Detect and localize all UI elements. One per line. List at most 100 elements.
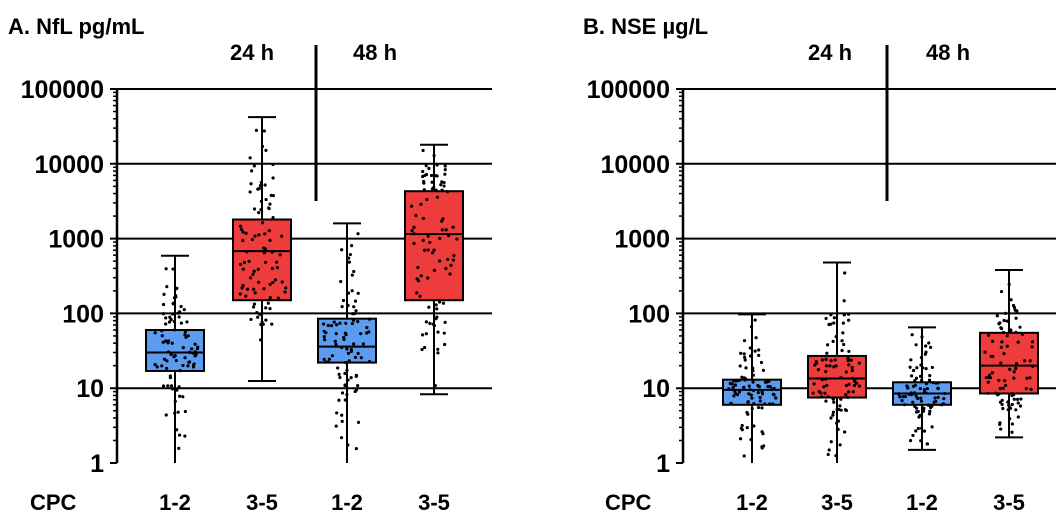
data-point <box>836 427 840 431</box>
data-point <box>183 330 188 334</box>
plot-area-nfl: 1 10 100 1000 10000 100000 1-2 3-5 1-2 3-5 <box>21 45 492 515</box>
data-point <box>168 315 172 319</box>
data-point <box>774 396 778 400</box>
data-point <box>936 386 940 391</box>
data-point <box>259 208 263 212</box>
data-point <box>826 452 830 457</box>
data-point <box>278 253 282 257</box>
data-point <box>771 402 775 406</box>
x-category-label: 1-2 <box>736 490 768 515</box>
data-point <box>321 322 326 326</box>
data-point <box>771 392 775 396</box>
data-point <box>919 355 924 360</box>
y-tick-label: 1 <box>656 450 670 478</box>
data-point <box>737 378 741 383</box>
data-point <box>733 389 737 394</box>
data-point <box>1015 362 1019 366</box>
data-point <box>910 333 914 337</box>
data-point <box>188 350 192 354</box>
data-point <box>762 444 766 448</box>
data-point <box>442 331 446 335</box>
data-point <box>270 322 274 326</box>
data-point <box>428 321 432 325</box>
data-point <box>268 296 272 300</box>
data-point <box>841 331 845 335</box>
data-point <box>1006 408 1010 412</box>
data-point <box>254 128 259 133</box>
data-point <box>179 304 183 309</box>
data-point <box>250 237 254 242</box>
data-point <box>756 383 760 388</box>
data-point <box>913 379 917 383</box>
data-point <box>335 411 339 415</box>
data-point <box>1031 364 1035 368</box>
data-point <box>164 413 168 417</box>
data-point <box>915 396 920 401</box>
data-point <box>267 229 271 233</box>
data-point <box>738 364 742 368</box>
data-point <box>436 347 440 351</box>
data-point <box>176 311 180 315</box>
data-point <box>323 338 327 342</box>
data-point <box>164 267 168 271</box>
data-point <box>270 266 275 271</box>
data-point <box>270 250 274 254</box>
data-point <box>241 267 245 271</box>
data-point <box>998 422 1002 426</box>
data-point <box>1010 402 1014 407</box>
data-point <box>349 348 353 352</box>
data-point <box>347 260 351 264</box>
data-point <box>1000 402 1004 407</box>
data-point <box>738 437 743 441</box>
data-point <box>432 268 437 272</box>
data-point <box>356 319 360 324</box>
data-point <box>347 359 351 363</box>
data-point <box>1001 406 1005 411</box>
data-point <box>162 357 167 361</box>
data-point <box>998 400 1003 404</box>
data-point <box>257 280 261 284</box>
data-point <box>350 289 354 293</box>
data-point <box>190 347 194 351</box>
data-point <box>843 271 847 275</box>
x-category-label: 1-2 <box>331 490 363 515</box>
data-point <box>918 386 922 391</box>
data-point <box>345 368 349 372</box>
data-point <box>850 369 854 373</box>
data-point <box>730 382 734 386</box>
data-point <box>350 321 354 326</box>
data-point <box>422 188 426 192</box>
data-point <box>990 371 995 375</box>
data-point <box>352 305 356 309</box>
data-point <box>998 321 1002 325</box>
data-point <box>1012 397 1016 401</box>
y-tick-label: 100 <box>62 300 104 328</box>
data-point <box>271 162 275 167</box>
data-point <box>1015 309 1019 313</box>
data-point <box>340 413 344 417</box>
data-point <box>336 366 340 370</box>
data-point <box>252 287 256 291</box>
data-point <box>811 391 815 395</box>
data-point <box>416 279 421 283</box>
data-point <box>729 402 733 406</box>
data-point <box>165 366 169 370</box>
data-point <box>430 251 435 255</box>
data-point <box>914 376 919 380</box>
data-point <box>153 363 157 367</box>
data-point <box>989 354 993 358</box>
data-point <box>436 351 440 355</box>
data-point <box>356 232 360 236</box>
data-point <box>998 386 1002 391</box>
data-point <box>160 334 164 338</box>
data-point <box>915 366 919 370</box>
data-point <box>249 182 253 186</box>
data-point <box>330 354 335 358</box>
data-point <box>161 340 165 344</box>
data-point <box>857 384 862 388</box>
data-point <box>177 446 181 451</box>
x-category-label: 1-2 <box>159 490 191 515</box>
y-tick-label: 10000 <box>600 151 670 179</box>
data-point <box>339 436 344 440</box>
data-point <box>445 190 450 194</box>
